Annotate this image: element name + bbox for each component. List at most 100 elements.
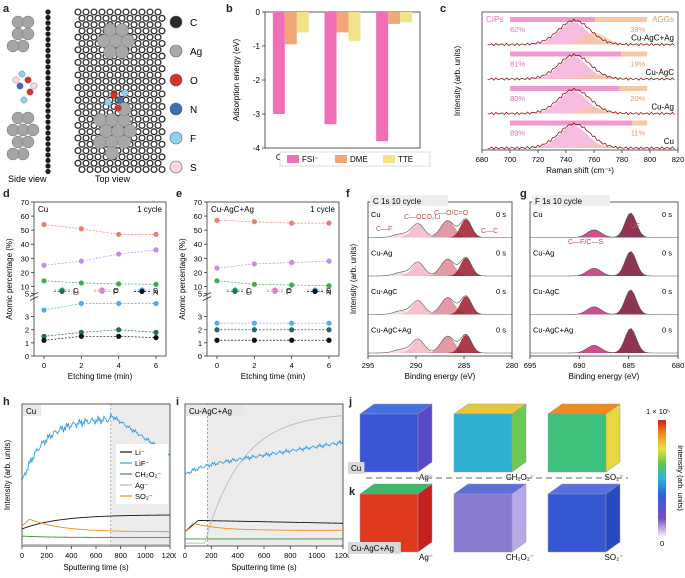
graphene-ring: [90, 33, 98, 41]
graphene-ring: [74, 159, 82, 167]
x-tick-label: 280: [506, 361, 519, 370]
legend-atom-label: N: [190, 105, 197, 116]
panel-letter-a: a: [3, 3, 10, 15]
graphene-ring: [154, 71, 162, 79]
y-axis-label: Atomic percentage (%): [178, 238, 187, 320]
panel-a-structures: C Ag O N F S Side view Top view: [6, 8, 202, 184]
graphene-ring: [154, 134, 162, 142]
y-tick-label: 1: [25, 339, 29, 348]
graphene-ring: [154, 84, 162, 92]
y-axis-label: Intensity (arb. units): [3, 440, 12, 511]
silver-atom: [115, 23, 129, 37]
y-axis-label: Intensity (arb. units): [453, 46, 462, 117]
silver-atom: [26, 123, 40, 137]
graphene-ring: [142, 39, 150, 48]
carbon-atom: [45, 168, 51, 175]
graphene-ring: [150, 27, 158, 35]
fitted-peak: [530, 229, 678, 238]
cube-side-face: [511, 483, 527, 553]
graphene-ring: [106, 71, 114, 79]
x-tick-label: 6: [154, 361, 158, 370]
carbon-atom: [45, 130, 51, 136]
point-C: [289, 282, 295, 288]
graphene-ring: [74, 84, 82, 92]
species-label: Ag⁻: [419, 553, 433, 562]
x-axis-label: Sputtering time (s): [231, 563, 297, 572]
colorbar: [658, 420, 666, 536]
graphene-ring: [82, 96, 90, 104]
profile-Ag⁻: [185, 415, 344, 544]
graphene-ring: [78, 14, 86, 22]
graphene-ring: [150, 102, 158, 111]
graphene-ring: [158, 90, 166, 98]
graphene-ring: [130, 71, 138, 79]
cube-side-face: [605, 483, 621, 553]
graphene-ring: [94, 52, 102, 60]
graphene-ring: [146, 96, 154, 104]
carbon-atom: [45, 163, 51, 169]
profile-LiF⁻: [21, 411, 171, 483]
bar-DME-Cu (111): [284, 12, 297, 45]
graphene-ring: [138, 21, 146, 29]
legend-label: O: [286, 286, 292, 295]
top-view-label: Top view: [95, 174, 131, 184]
graphene-ring: [134, 153, 142, 161]
graphene-ring: [94, 77, 102, 85]
fitted-peak: [530, 268, 678, 276]
x-axis-label: Sputtering time (s): [63, 563, 129, 572]
sample-label: Cu-AgC: [533, 287, 560, 296]
legend-label: S: [153, 286, 158, 295]
sample-box: [348, 542, 401, 554]
graphene-ring: [158, 153, 166, 161]
carbon-atom: [45, 119, 51, 125]
silver-atom: [21, 111, 35, 125]
series-line-F: [43, 249, 157, 266]
graphene-ring: [126, 165, 134, 174]
y-tick-label: 30: [194, 254, 202, 263]
graphene-ring: [142, 128, 150, 136]
legend-marker: [232, 288, 238, 294]
bar-FSI⁻-C@Ag: [376, 12, 389, 142]
x-tick-label: 720: [532, 155, 545, 164]
agg-peak: [510, 107, 650, 114]
agg-bar: [621, 51, 648, 57]
point-Li: [251, 327, 257, 333]
x-tick-label: 800: [284, 551, 297, 560]
fsi-atom: [114, 104, 122, 112]
graphene-ring: [142, 115, 150, 123]
bar-DME-C@Ag: [388, 12, 401, 24]
time-label: 0 s: [662, 287, 672, 296]
graphene-ring: [134, 27, 142, 35]
point-N: [326, 337, 332, 343]
graphene-ring: [126, 77, 134, 85]
graphene-ring: [74, 33, 82, 41]
sample-box: [348, 462, 365, 474]
graphene-ring: [86, 153, 94, 161]
series-line-S: [43, 303, 156, 311]
cube-front-face: [453, 493, 513, 553]
graphene-ring: [142, 140, 150, 148]
carbon-atom: [45, 64, 51, 70]
graphene-ring: [98, 8, 106, 16]
y-tick-label: 1: [198, 339, 202, 348]
graphene-ring: [130, 58, 138, 66]
graphene-ring: [154, 8, 162, 16]
graphene-ring: [86, 27, 94, 35]
graphene-ring: [86, 128, 94, 136]
y-tick-label: 70: [21, 198, 29, 207]
point-N: [289, 337, 295, 343]
y-tick-label: 20: [21, 268, 29, 277]
species-label: SO₂⁻: [605, 553, 624, 562]
fsi-atom: [12, 76, 20, 84]
graphene-ring: [106, 159, 114, 167]
carbon-atom: [45, 102, 51, 109]
y-tick-label: 10: [21, 282, 29, 291]
side-view-label: Side view: [8, 174, 47, 184]
panel-letter-j: j: [349, 396, 353, 408]
graphene-ring: [138, 109, 146, 117]
legend-label: C: [73, 286, 79, 295]
legend-label: N: [326, 287, 331, 296]
point-N: [116, 333, 122, 339]
graphene-ring: [150, 77, 158, 85]
